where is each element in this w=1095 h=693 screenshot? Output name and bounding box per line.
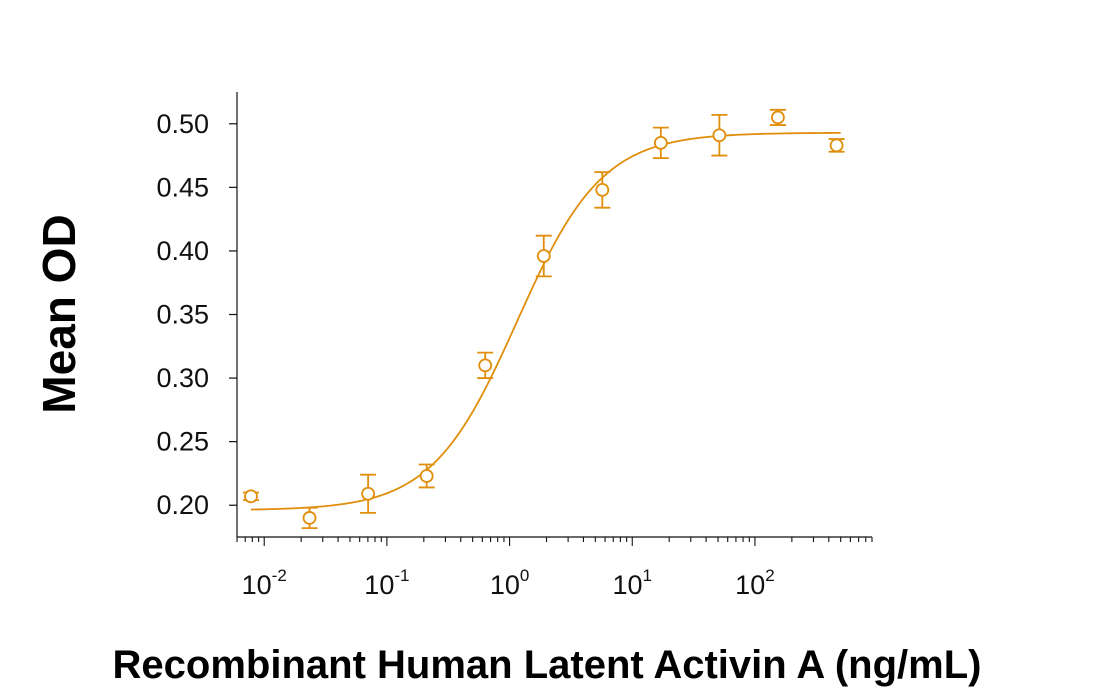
- x-tick-label: 10-1: [364, 566, 409, 600]
- x-tick-label: 10-2: [242, 566, 287, 600]
- data-point: [595, 182, 610, 197]
- x-tick-label: 102: [735, 566, 775, 600]
- fit-curve: [250, 131, 841, 511]
- y-tick-label: 0.30: [156, 363, 209, 393]
- x-ticks: 10-2 10-1 100 101 102: [236, 537, 873, 600]
- data-point: [244, 489, 258, 504]
- data-point: [478, 358, 493, 373]
- y-tick-label: 0.35: [156, 300, 209, 330]
- y-tick-label: 0.50: [156, 109, 209, 139]
- data-point: [653, 135, 668, 150]
- data-point: [361, 486, 376, 501]
- data-point: [712, 128, 727, 143]
- data-point: [536, 249, 551, 263]
- y-axis-title: Mean OD: [33, 214, 85, 413]
- fit-curve-line: [250, 131, 841, 511]
- y-tick-label: 0.20: [156, 490, 209, 520]
- x-tick-label: 100: [490, 566, 530, 600]
- data-point: [771, 110, 785, 125]
- data-point: [829, 138, 844, 153]
- x-axis-title: Recombinant Human Latent Activin A (ng/m…: [113, 643, 982, 687]
- y-ticks: 0.20 0.25 0.30 0.35 0.40 0.45 0.50: [156, 109, 237, 520]
- error-bars: [242, 108, 845, 529]
- y-tick-label: 0.25: [156, 427, 209, 457]
- y-tick-label: 0.40: [156, 236, 209, 266]
- y-tick-label: 0.45: [156, 172, 209, 202]
- axes: [236, 92, 872, 538]
- data-point: [302, 511, 317, 525]
- data-points: [244, 110, 844, 525]
- x-tick-label: 101: [612, 566, 652, 600]
- data-point: [419, 469, 434, 483]
